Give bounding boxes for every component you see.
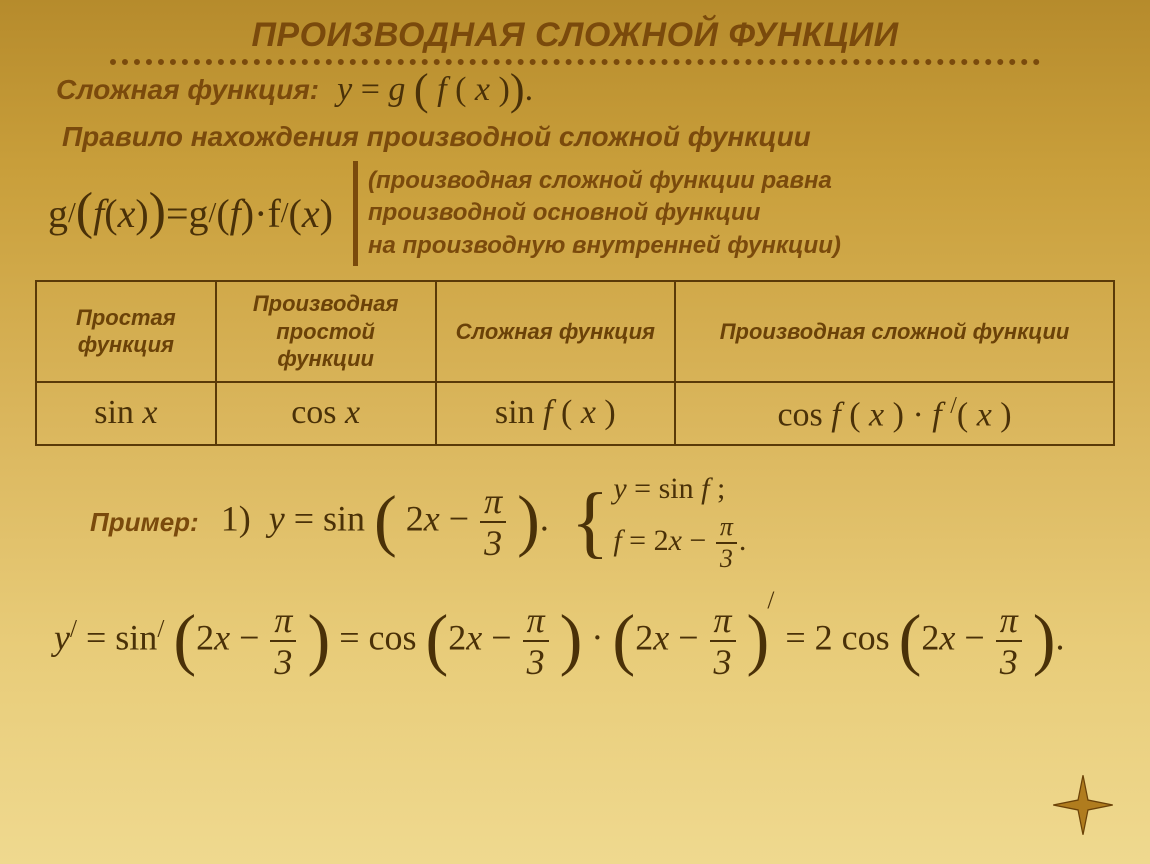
rule-description: (производная сложной функции равна произ… xyxy=(366,161,841,266)
table-header-row: Простая функция Производная простой функ… xyxy=(36,281,1114,382)
result-line: y/ = sin/ (2x − π3 ) = cos (2x − π3 ) · … xyxy=(54,602,1120,680)
rule-desc-line: производной основной функции xyxy=(368,197,841,229)
vertical-separator xyxy=(353,161,358,266)
example-row: Пример: 1) y = sin ( 2x − π3 ). { y = si… xyxy=(90,472,1120,572)
brace-icon: { xyxy=(571,494,609,550)
composite-formula: y = g ( f ( x )). xyxy=(337,71,533,109)
star-icon xyxy=(1052,774,1114,836)
system-line: y = sin f ; xyxy=(613,472,746,506)
table-header: Производная сложной функции xyxy=(675,281,1114,382)
table-cell: cos f ( x ) · f /( x ) xyxy=(675,382,1114,445)
page-title: ПРОИЗВОДНАЯ СЛОЖНОЙ ФУНКЦИИ xyxy=(30,16,1120,55)
system-line: f = 2x − π3. xyxy=(613,514,746,572)
example-label: Пример: xyxy=(90,507,199,538)
composite-line: Сложная функция: y = g ( f ( x )). xyxy=(56,71,1120,109)
example-formula: 1) y = sin ( 2x − π3 ). xyxy=(221,483,549,561)
example-system: { y = sin f ; f = 2x − π3. xyxy=(571,472,746,572)
title-underline xyxy=(110,59,1040,65)
table-header: Производная простой функции xyxy=(216,281,436,382)
composite-label: Сложная функция: xyxy=(56,74,319,106)
table-header: Сложная функция xyxy=(436,281,676,382)
slide-root: ПРОИЗВОДНАЯ СЛОЖНОЙ ФУНКЦИИ Сложная функ… xyxy=(0,0,1150,864)
table-row: sin x cos x sin f ( x ) cos f ( x ) · f … xyxy=(36,382,1114,445)
table-cell: sin x xyxy=(36,382,216,445)
table-cell: cos x xyxy=(216,382,436,445)
table-header: Простая функция xyxy=(36,281,216,382)
rule-formula: g/ ( f ( x )) = g/ ( f ) · f / ( x ) xyxy=(48,161,345,266)
table-cell: sin f ( x ) xyxy=(436,382,676,445)
derivative-table: Простая функция Производная простой функ… xyxy=(35,280,1115,446)
rule-desc-line: на производную внутренней функции) xyxy=(368,230,841,262)
rule-row: g/ ( f ( x )) = g/ ( f ) · f / ( x ) (пр… xyxy=(48,161,1120,266)
rule-desc-line: (производная сложной функции равна xyxy=(368,165,841,197)
rule-heading: Правило нахождения производной сложной ф… xyxy=(62,121,1120,153)
